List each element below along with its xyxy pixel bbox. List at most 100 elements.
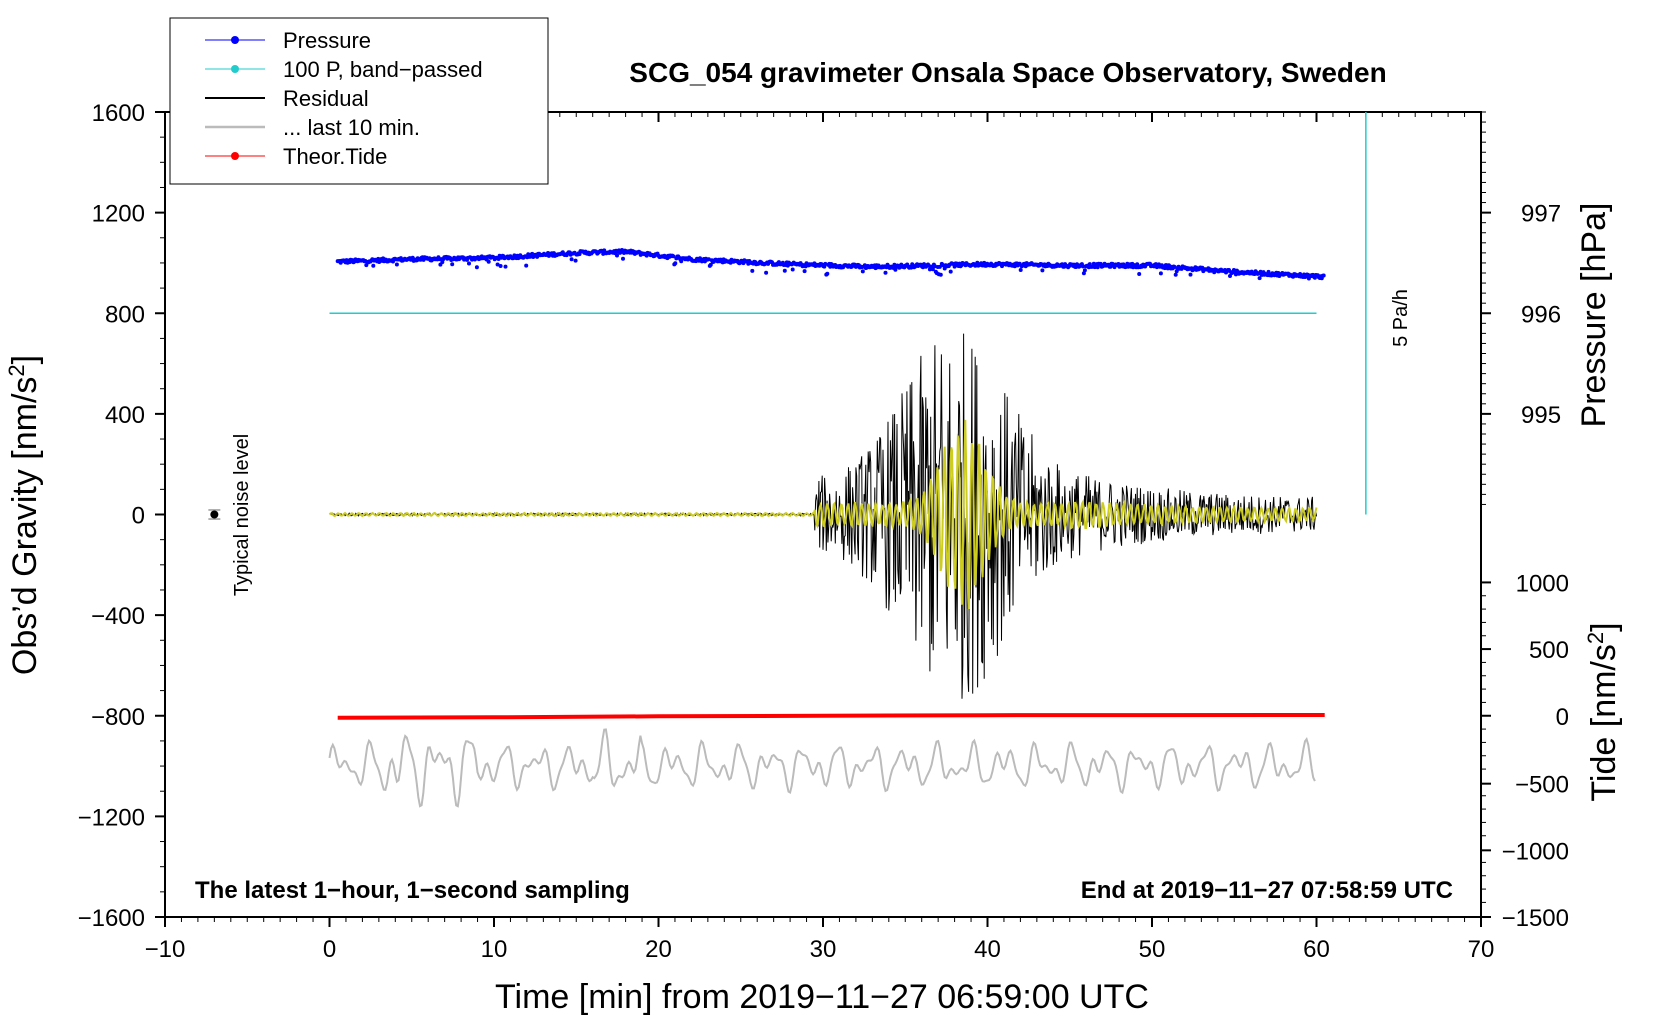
- pressure-point: [706, 257, 711, 262]
- series-layer: [208, 112, 1367, 808]
- pressure-point: [1258, 269, 1263, 274]
- pressure-point: [496, 257, 501, 261]
- noise-level-marker: [210, 510, 219, 519]
- pressure-tick-label: 996: [1521, 301, 1561, 328]
- pressure-point: [764, 270, 769, 275]
- pressure-point: [467, 261, 471, 266]
- legend-label: Pressure: [283, 28, 371, 53]
- pressure-point: [1173, 272, 1178, 277]
- chart-title: SCG_054 gravimeter Onsala Space Observat…: [629, 57, 1386, 88]
- y-tick-label: −1200: [78, 804, 145, 831]
- tide-tick-label: 1000: [1516, 570, 1569, 597]
- y-tick-label: 400: [105, 402, 145, 429]
- pressure-point: [450, 262, 455, 267]
- tide-axis-title: Tide [nm/s2]: [1583, 622, 1623, 801]
- y-tick-label: −1600: [78, 905, 145, 932]
- y-tick-label: 800: [105, 301, 145, 328]
- pressure-point: [1018, 268, 1023, 272]
- tide-tick-label: 0: [1556, 704, 1569, 731]
- pressure-point: [394, 262, 399, 267]
- annotation-end-time: End at 2019−11−27 07:58:59 UTC: [1081, 877, 1453, 904]
- pressure-point: [750, 268, 755, 273]
- pressure-point: [1266, 269, 1271, 274]
- pressure-series: [335, 248, 1326, 281]
- bandpassed-residual-series: [328, 419, 1318, 610]
- pressure-point: [1158, 271, 1163, 276]
- pressure-point: [860, 269, 865, 274]
- x-tick-label: 20: [645, 936, 672, 963]
- pressure-point: [1188, 272, 1193, 277]
- legend-marker: [231, 152, 239, 160]
- pressure-point: [569, 257, 574, 262]
- pressure-tick-labels: 995 996 997: [1521, 201, 1561, 429]
- pressure-tick-label: 995: [1521, 402, 1561, 429]
- pressure-point: [1137, 272, 1142, 276]
- pressure-point: [524, 263, 529, 268]
- pressure-point: [573, 258, 578, 263]
- y-tick-label: −800: [91, 704, 145, 731]
- y-tick-label: 1200: [92, 201, 145, 228]
- pressure-axis-title: Pressure [hPa]: [1575, 203, 1613, 428]
- x-tick-label: 70: [1468, 936, 1495, 963]
- pressure-point: [615, 253, 619, 258]
- legend-label: ... last 10 min.: [283, 115, 420, 140]
- pressure-point: [1040, 268, 1045, 273]
- pressure-point: [825, 271, 830, 276]
- tide-tick-label: −500: [1515, 772, 1569, 799]
- x-axis-title: Time [min] from 2019−11−27 06:59:00 UTC: [495, 978, 1149, 1016]
- legend-label: Theor.Tide: [283, 144, 387, 169]
- pressure-point: [1321, 273, 1326, 278]
- y-tick-label: 0: [132, 503, 145, 530]
- legend-marker: [231, 65, 239, 73]
- x-tick-label: 50: [1139, 936, 1166, 963]
- pressure-point: [1172, 265, 1177, 269]
- y-tick-labels: 1600 1200 800 400 0 −400 −800 −1200 −1600: [78, 100, 145, 932]
- x-tick-label: 60: [1303, 936, 1330, 963]
- y-axis-title: Obs’d Gravity [nm/s2]: [4, 355, 44, 675]
- pressure-point: [371, 263, 376, 268]
- tide-tick-label: 500: [1529, 637, 1569, 664]
- pressure-point: [782, 268, 787, 273]
- x-tick-labels: −10 0 10 20 30 40 50 60 70: [145, 936, 1495, 963]
- pressure-point: [621, 256, 625, 261]
- pressure-point: [1080, 264, 1085, 269]
- x-tick-label: 10: [481, 936, 508, 963]
- tide-tick-label: −1000: [1502, 838, 1569, 865]
- x-tick-label: 0: [323, 936, 336, 963]
- theoretical-tide-series: [337, 713, 1325, 720]
- pressure-point: [495, 262, 500, 267]
- pressure-point: [503, 264, 508, 269]
- pressure-point: [1228, 274, 1232, 278]
- legend-label: Residual: [283, 86, 369, 111]
- pressure-point: [952, 264, 957, 269]
- y-tick-label: 1600: [92, 100, 145, 127]
- pressure-point: [930, 267, 935, 272]
- pressure-point: [486, 259, 491, 264]
- noise-level-label: Typical noise level: [231, 434, 253, 596]
- legend-marker: [231, 36, 239, 44]
- pressure-rate-label: 5 Pa/h: [1390, 289, 1412, 347]
- legend: Pressure 100 P, band−passed Residual ... la…: [169, 17, 549, 185]
- pressure-point: [948, 269, 953, 274]
- pressure-point: [938, 272, 943, 277]
- pressure-point: [937, 264, 942, 269]
- pressure-point: [498, 264, 503, 268]
- pressure-point: [893, 267, 898, 272]
- y-tick-label: −400: [91, 603, 145, 630]
- pressure-point: [1082, 268, 1087, 273]
- pressure-point: [671, 254, 676, 259]
- pressure-point: [673, 261, 678, 266]
- pressure-tick-label: 997: [1521, 201, 1561, 228]
- pressure-point: [883, 270, 888, 275]
- tide-tick-labels: 1000 500 0 −500 −1000 −1500: [1502, 570, 1569, 932]
- last-10-min-series: [328, 728, 1316, 808]
- x-tick-label: −10: [145, 936, 186, 963]
- pressure-point: [802, 269, 807, 274]
- pressure-point: [790, 267, 795, 272]
- tide-tick-label: −1500: [1502, 905, 1569, 932]
- x-tick-label: 40: [974, 936, 1001, 963]
- annotation-latest-hour: The latest 1−hour, 1−second sampling: [195, 877, 630, 904]
- legend-label: 100 P, band−passed: [283, 57, 483, 82]
- x-tick-label: 30: [810, 936, 837, 963]
